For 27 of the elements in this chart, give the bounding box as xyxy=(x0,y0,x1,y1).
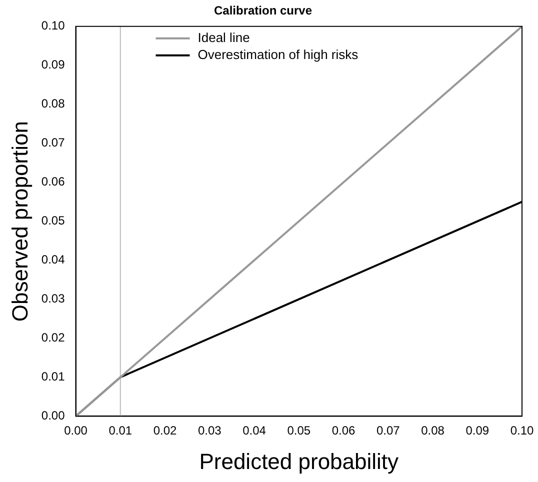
y-tick-label: 0.00 xyxy=(41,408,66,423)
x-tick-label: 0.02 xyxy=(153,424,178,438)
y-tick-label: 0.05 xyxy=(41,214,66,228)
x-tick-label: 0.10 xyxy=(510,424,534,438)
x-tick-label: 0.05 xyxy=(287,424,311,438)
y-axis-title: Observed proportion xyxy=(7,121,32,322)
legend-label: Ideal line xyxy=(198,30,250,45)
y-tick-label: 0.01 xyxy=(41,370,66,384)
x-tick-label: 0.04 xyxy=(242,424,266,438)
y-tick-label: 0.03 xyxy=(41,292,66,306)
x-axis-title: Predicted probability xyxy=(199,448,399,474)
x-tick-label: 0.06 xyxy=(332,424,356,438)
x-tick-label: 0.01 xyxy=(108,424,132,438)
y-tick-label: 0.09 xyxy=(41,58,66,72)
y-tick-label: 0.10 xyxy=(41,18,66,33)
x-tick-label: 0.00 xyxy=(64,424,88,438)
y-tick-label: 0.04 xyxy=(41,252,66,267)
x-tick-label: 0.08 xyxy=(421,424,445,438)
x-tick-label: 0.09 xyxy=(466,424,490,438)
y-tick-label: 0.07 xyxy=(41,136,66,150)
x-tick-label: 0.03 xyxy=(198,424,222,438)
y-tick-label: 0.06 xyxy=(41,174,66,189)
legend-label: Overestimation of high risks xyxy=(198,46,359,62)
x-tick-label: 0.07 xyxy=(376,424,400,438)
y-tick-label: 0.08 xyxy=(41,96,66,111)
y-tick-label: 0.02 xyxy=(41,330,66,345)
chart-title: Calibration curve xyxy=(214,4,312,18)
